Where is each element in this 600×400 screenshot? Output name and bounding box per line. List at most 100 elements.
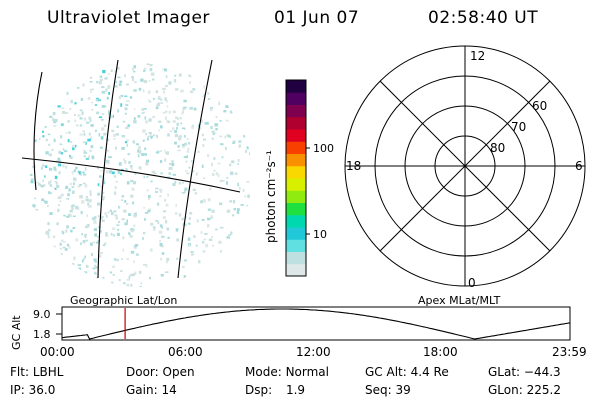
emission-speck — [211, 130, 215, 133]
emission-speck — [220, 143, 224, 145]
emission-speck — [75, 205, 78, 210]
emission-speck — [49, 167, 53, 171]
emission-speck — [226, 181, 228, 185]
emission-speck — [134, 173, 137, 175]
emission-speck — [188, 222, 191, 225]
emission-speck — [128, 231, 131, 234]
emission-speck — [72, 145, 75, 147]
emission-speck — [168, 81, 172, 85]
emission-speck — [117, 76, 121, 79]
emission-speck — [110, 232, 113, 236]
emission-speck — [102, 113, 105, 115]
emission-speck — [98, 99, 102, 102]
emission-speck — [112, 227, 116, 230]
emission-speck — [121, 195, 125, 198]
emission-speck — [124, 107, 128, 111]
emission-speck — [200, 200, 204, 204]
emission-speck — [95, 98, 98, 102]
emission-speck — [60, 135, 63, 139]
emission-speck — [148, 208, 151, 211]
emission-speck — [130, 168, 133, 170]
emission-speck — [165, 75, 168, 79]
emission-speck — [41, 164, 45, 167]
emission-speck — [134, 271, 137, 275]
emission-speck — [77, 170, 80, 173]
emission-speck — [57, 196, 60, 199]
emission-speck — [48, 143, 51, 146]
emission-speck — [142, 237, 144, 240]
emission-speck — [126, 257, 129, 261]
emission-speck — [90, 242, 93, 246]
emission-speck — [117, 109, 119, 113]
lat-label-80: 80 — [490, 141, 505, 155]
emission-speck — [106, 214, 108, 218]
mode-value: Normal — [285, 365, 329, 379]
emission-speck — [53, 166, 56, 171]
emission-speck — [122, 236, 125, 240]
emission-speck — [207, 208, 211, 211]
emission-speck — [69, 156, 73, 159]
colorbar-unit-label: photon cm⁻²s⁻¹ — [264, 150, 278, 243]
emission-speck — [102, 196, 106, 199]
emission-speck — [159, 190, 162, 193]
emission-speck — [221, 180, 225, 182]
emission-speck — [161, 226, 163, 229]
emission-speck — [96, 241, 99, 244]
emission-speck — [77, 185, 81, 188]
emission-speck — [65, 229, 68, 233]
emission-speck — [118, 162, 122, 166]
emission-speck — [233, 208, 236, 211]
emission-speck — [182, 182, 184, 184]
colorbar-cell — [286, 116, 306, 130]
emission-speck — [152, 78, 155, 81]
dsp-value: 1.9 — [285, 383, 306, 397]
emission-speck — [70, 229, 73, 233]
emission-speck — [98, 133, 101, 137]
emission-speck — [131, 188, 135, 191]
emission-speck — [83, 155, 86, 158]
emission-speck — [147, 135, 152, 138]
emission-speck — [116, 232, 120, 237]
emission-speck — [49, 115, 53, 118]
emission-speck — [41, 198, 45, 202]
emission-speck — [130, 194, 134, 198]
emission-speck — [203, 177, 205, 179]
emission-speck — [58, 150, 62, 154]
emission-speck — [90, 145, 94, 149]
emission-speck — [219, 202, 223, 206]
emission-speck — [128, 161, 131, 164]
emission-speck — [35, 181, 38, 184]
emission-speck — [111, 281, 114, 284]
emission-speck — [192, 124, 194, 127]
emission-speck — [161, 252, 165, 255]
emission-speck — [165, 219, 167, 224]
emission-speck — [156, 202, 160, 206]
emission-speck — [237, 182, 239, 187]
left-grid-label: Geographic Lat/Lon — [70, 294, 177, 307]
emission-speck — [184, 259, 187, 262]
emission-speck — [89, 199, 92, 203]
emission-speck — [176, 257, 178, 260]
emission-speck — [99, 81, 102, 85]
emission-speck — [87, 223, 90, 227]
emission-speck — [166, 120, 169, 123]
emission-speck — [203, 138, 206, 141]
emission-speck — [166, 99, 168, 103]
emission-speck — [124, 112, 127, 115]
emission-speck — [225, 177, 229, 179]
emission-speck — [167, 193, 169, 197]
emission-speck — [139, 285, 142, 287]
emission-speck — [66, 225, 69, 229]
seq-label: Seq: — [365, 383, 392, 397]
emission-speck — [65, 215, 68, 218]
emission-speck — [186, 172, 190, 175]
emission-speck — [69, 155, 71, 157]
emission-speck — [142, 139, 145, 142]
emission-speck — [132, 67, 134, 71]
emission-speck — [108, 156, 112, 159]
emission-speck — [213, 157, 216, 160]
emission-speck — [67, 120, 70, 123]
emission-speck — [110, 114, 114, 118]
emission-speck — [127, 124, 131, 127]
emission-speck — [202, 95, 204, 98]
